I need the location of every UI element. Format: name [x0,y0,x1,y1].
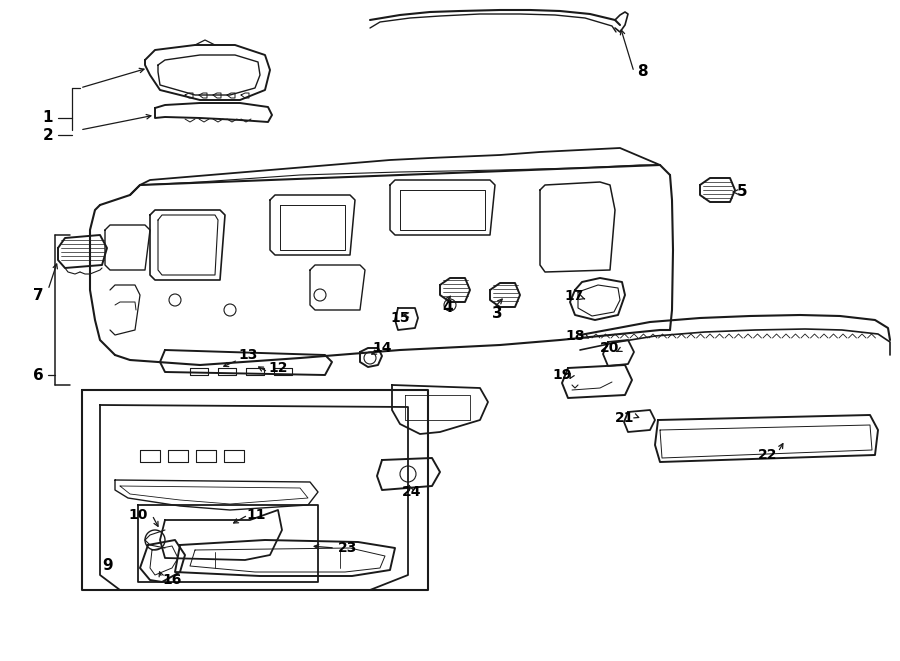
Text: 22: 22 [758,448,778,462]
Text: 5: 5 [737,184,747,200]
Text: 7: 7 [32,288,43,303]
Text: 20: 20 [600,341,620,355]
Text: 14: 14 [373,341,392,355]
Text: 21: 21 [616,411,634,425]
Text: 6: 6 [32,368,43,383]
Text: 4: 4 [443,301,454,315]
Text: 1: 1 [43,110,53,126]
Text: 13: 13 [238,348,257,362]
Text: 9: 9 [103,557,113,572]
Text: 15: 15 [391,311,410,325]
Text: 2: 2 [42,128,53,143]
Text: 17: 17 [564,289,584,303]
Text: 3: 3 [491,305,502,321]
Text: 8: 8 [636,65,647,79]
Text: 16: 16 [162,573,182,587]
Text: 23: 23 [338,541,357,555]
Text: 12: 12 [268,361,288,375]
Text: 18: 18 [565,329,585,343]
Text: 19: 19 [553,368,572,382]
Text: 10: 10 [129,508,148,522]
Text: 24: 24 [402,485,422,499]
Text: 11: 11 [247,508,266,522]
